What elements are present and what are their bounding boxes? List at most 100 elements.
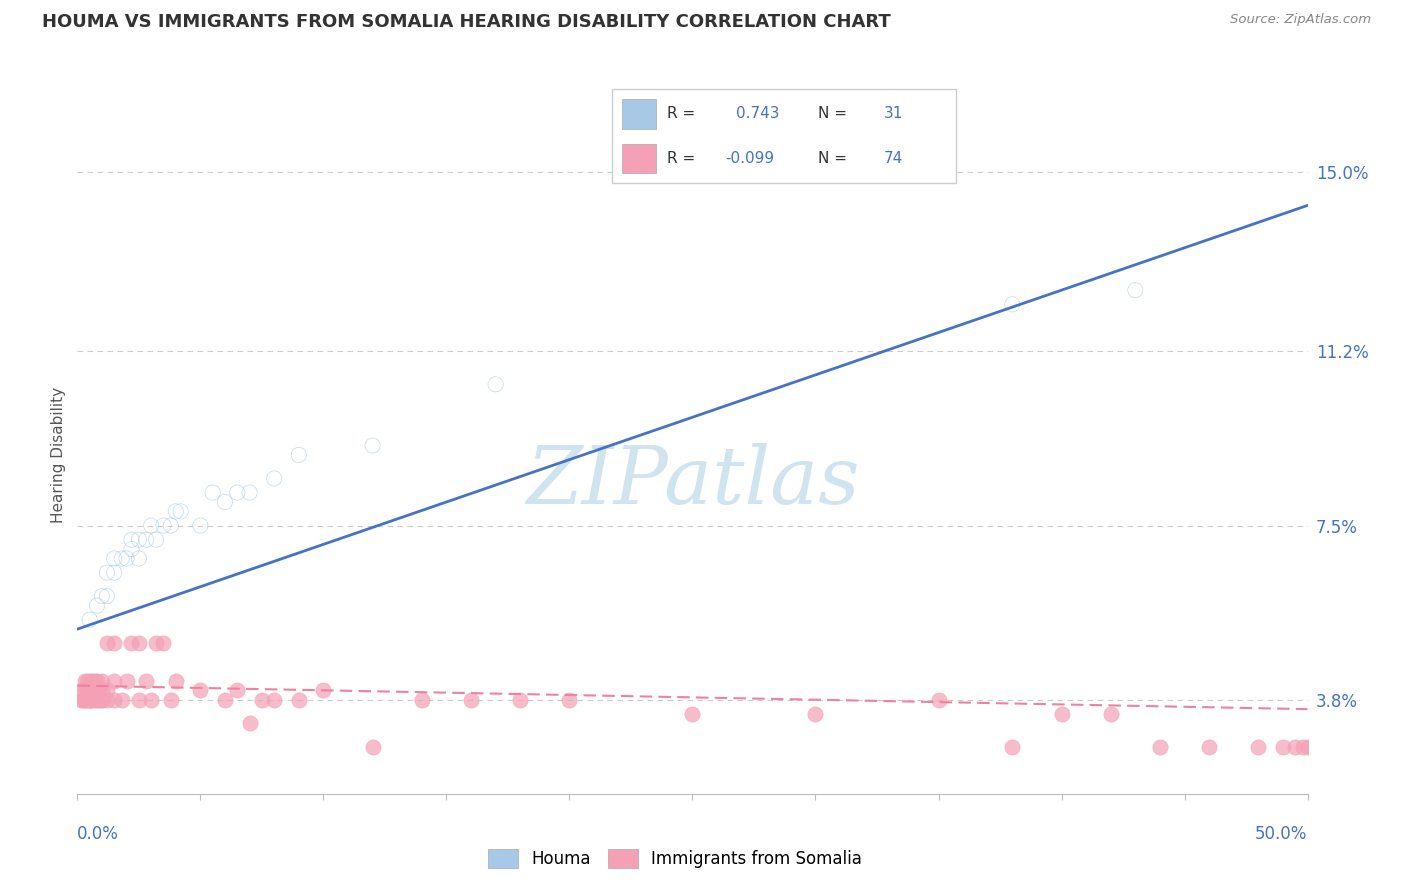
Point — [86, 683, 108, 698]
Point — [135, 533, 157, 547]
Point — [141, 518, 163, 533]
Point — [103, 566, 125, 580]
Point — [1198, 739, 1220, 754]
Text: 0.0%: 0.0% — [77, 825, 120, 843]
Point — [145, 636, 167, 650]
Point — [288, 692, 311, 706]
Point — [170, 504, 193, 518]
Point — [411, 692, 433, 706]
Point — [96, 589, 118, 603]
Point — [83, 673, 105, 688]
Text: N =: N = — [818, 151, 848, 166]
Point — [82, 673, 104, 688]
Point — [86, 692, 108, 706]
Point — [76, 683, 98, 698]
Point — [79, 673, 101, 688]
Point — [1284, 739, 1306, 754]
Text: -0.099: -0.099 — [725, 151, 775, 166]
Point — [201, 485, 224, 500]
Point — [263, 471, 285, 485]
Text: N =: N = — [818, 106, 848, 121]
Point — [96, 636, 118, 650]
Point — [250, 692, 273, 706]
Point — [90, 692, 114, 706]
Point — [111, 692, 132, 706]
Point — [226, 485, 249, 500]
Y-axis label: Hearing Disability: Hearing Disability — [51, 387, 66, 523]
Point — [103, 551, 125, 566]
Point — [83, 683, 105, 698]
Point — [76, 673, 98, 688]
Point — [79, 692, 101, 706]
Point — [263, 692, 285, 706]
Point — [145, 533, 167, 547]
Point — [73, 673, 96, 688]
Point — [73, 683, 96, 698]
Point — [86, 599, 108, 613]
Text: 31: 31 — [884, 106, 903, 121]
Point — [1125, 283, 1147, 297]
Point — [128, 692, 150, 706]
Point — [82, 683, 104, 698]
Point — [103, 692, 125, 706]
Point — [135, 673, 157, 688]
Point — [76, 692, 98, 706]
Point — [103, 636, 125, 650]
FancyBboxPatch shape — [612, 89, 956, 183]
Point — [79, 613, 101, 627]
Point — [1001, 297, 1024, 311]
Point — [90, 589, 114, 603]
Point — [103, 673, 125, 688]
Point — [128, 551, 150, 566]
Point — [190, 518, 212, 533]
Point — [79, 683, 101, 698]
Point — [509, 692, 531, 706]
Text: 74: 74 — [884, 151, 903, 166]
Point — [160, 692, 183, 706]
Point — [89, 683, 111, 698]
Point — [128, 533, 150, 547]
Text: HOUMA VS IMMIGRANTS FROM SOMALIA HEARING DISABILITY CORRELATION CHART: HOUMA VS IMMIGRANTS FROM SOMALIA HEARING… — [42, 13, 891, 31]
Point — [79, 692, 101, 706]
Text: Source: ZipAtlas.com: Source: ZipAtlas.com — [1230, 13, 1371, 27]
Point — [70, 683, 93, 698]
Point — [90, 673, 114, 688]
Point — [96, 683, 118, 698]
Point — [1099, 706, 1122, 721]
Point — [804, 706, 827, 721]
Point — [361, 739, 384, 754]
Point — [121, 542, 143, 557]
Point — [90, 692, 114, 706]
Point — [152, 636, 174, 650]
Bar — [621, 98, 657, 128]
Point — [214, 495, 236, 509]
Point — [73, 692, 96, 706]
Point — [312, 683, 335, 698]
Point — [90, 683, 114, 698]
Point — [682, 706, 704, 721]
Point — [115, 673, 138, 688]
Point — [1247, 739, 1270, 754]
Point — [96, 692, 118, 706]
Point — [86, 673, 108, 688]
Point — [152, 518, 174, 533]
Text: R =: R = — [666, 106, 695, 121]
Point — [288, 448, 311, 462]
Legend: Houma, Immigrants from Somalia: Houma, Immigrants from Somalia — [481, 842, 869, 875]
Point — [82, 692, 104, 706]
Point — [160, 518, 183, 533]
Text: 0.743: 0.743 — [735, 106, 779, 121]
Point — [141, 692, 163, 706]
Point — [1296, 739, 1319, 754]
Text: ZIPatlas: ZIPatlas — [526, 443, 859, 521]
Point — [1001, 739, 1024, 754]
Point — [70, 692, 93, 706]
Point — [165, 504, 187, 518]
Point — [361, 438, 384, 452]
Point — [558, 692, 581, 706]
Point — [73, 692, 96, 706]
Text: 50.0%: 50.0% — [1256, 825, 1308, 843]
Point — [111, 551, 132, 566]
Point — [485, 377, 508, 392]
Point — [83, 692, 105, 706]
